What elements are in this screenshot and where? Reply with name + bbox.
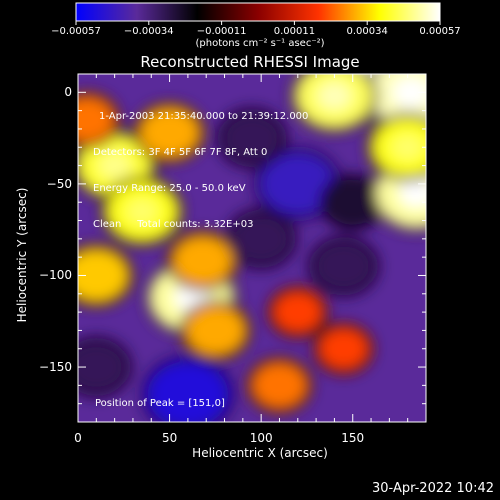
y-tick-label: −50 [46,176,72,191]
hot-spot [172,236,233,286]
y-tick-label: 0 [64,85,72,100]
cold-spot [231,214,291,264]
colorbar-ticks [75,21,441,25]
peak-label: Position of Peak = [151,0] [95,398,225,409]
info-text: 1-Apr-2003 21:35:40.000 to 21:39:12.000 … [93,87,308,243]
hot-spot [78,249,128,302]
colorbar-units: (photons cm⁻² s⁻¹ asec⁻²) [195,38,325,49]
info-line-4: Clean Total counts: 3.32E+03 [93,219,254,230]
colorbar-tick-label: 0.00011 [273,26,316,37]
y-axis-label: Heliocentric Y (arcsec) [15,187,29,323]
hot-spot [185,305,246,356]
hot-spot-core [392,77,426,108]
y-tick-label: −150 [39,360,72,375]
hot-spot [139,107,200,158]
x-tick-label: 150 [341,431,365,445]
colorbar-tick-label: 0.00057 [419,26,461,37]
cold-spot [260,152,336,215]
x-tick-label: 100 [249,431,273,445]
y-tick-label: −100 [39,268,72,283]
colorbar-tick-label: −0.00011 [196,26,247,37]
x-tick-label: 50 [161,431,178,445]
hot-spot [319,328,369,370]
hot-spot-core [126,198,158,225]
hot-spot [273,291,323,333]
info-line-3: Energy Range: 25.0 - 50.0 keV [93,183,246,194]
hot-spot [78,97,115,143]
cold-spot [222,113,282,163]
cold-spot [313,241,374,291]
timestamp: 30-Apr-2022 10:42 [372,481,494,496]
cold-spot [325,179,380,225]
colorbar-tick-label: −0.00034 [123,26,174,37]
axis-ticks [77,73,427,423]
colorbar [75,2,441,22]
x-tick-label: 0 [74,431,82,445]
chart-title: Reconstructed RHESSI Image [140,53,360,71]
hot-spot-core [398,178,426,208]
image-blobs [78,74,426,422]
colorbar-tick-label: −0.00057 [51,26,101,37]
colorbar-tick-label: 0.00034 [346,26,388,37]
plot-frame [77,73,427,423]
hot-spot [252,362,307,408]
hot-spot-core [391,134,424,161]
cold-spot [78,342,127,392]
x-axis-label: Heliocentric X (arcsec) [192,446,328,460]
cold-spot [147,361,229,422]
hot-spot-core [317,82,352,110]
hot-spot-core [98,152,131,179]
info-line-1: 1-Apr-2003 21:35:40.000 to 21:39:12.000 [99,111,309,122]
info-line-2: Detectors: 3F 4F 5F 6F 7F 8F, Att 0 [93,147,268,158]
